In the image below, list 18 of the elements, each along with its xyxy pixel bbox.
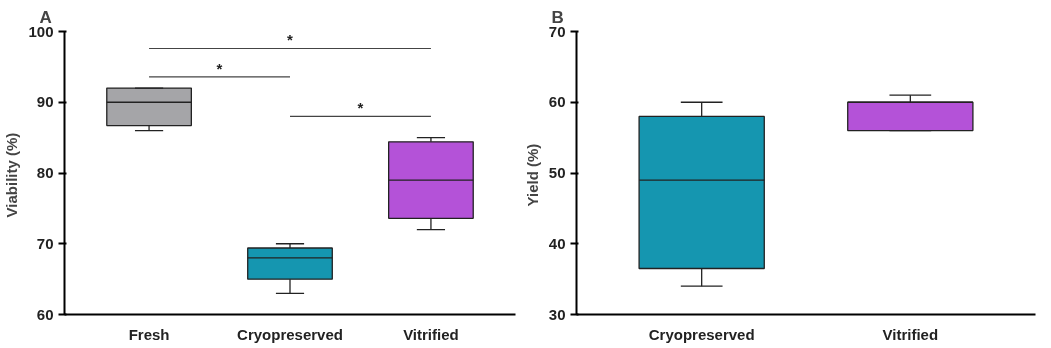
x-tick-label: Cryopreserved — [648, 325, 755, 343]
y-axis-title: Yield (%) — [523, 143, 541, 207]
annotation: * — [287, 31, 294, 49]
x-tick-label: Fresh — [128, 325, 170, 343]
y-tick-label: 90 — [36, 93, 54, 111]
y-tick-label: 80 — [36, 164, 54, 181]
y-tick-label: 60 — [36, 305, 54, 323]
y-tick-label: 60 — [548, 93, 566, 111]
x-tick-label: Vitrified — [882, 325, 939, 343]
y-axis-title: Viability (%) — [3, 132, 21, 218]
x-tick-label: Vitrified — [403, 325, 459, 343]
annotation: * — [216, 59, 223, 77]
y-tick-label: 30 — [548, 305, 566, 323]
y-tick-label: 70 — [36, 234, 54, 252]
x-tick-label: Cryopreserved — [237, 325, 343, 343]
y-tick-label: 50 — [548, 164, 566, 181]
annotation: * — [357, 99, 364, 117]
y-tick-label: 40 — [548, 234, 566, 252]
